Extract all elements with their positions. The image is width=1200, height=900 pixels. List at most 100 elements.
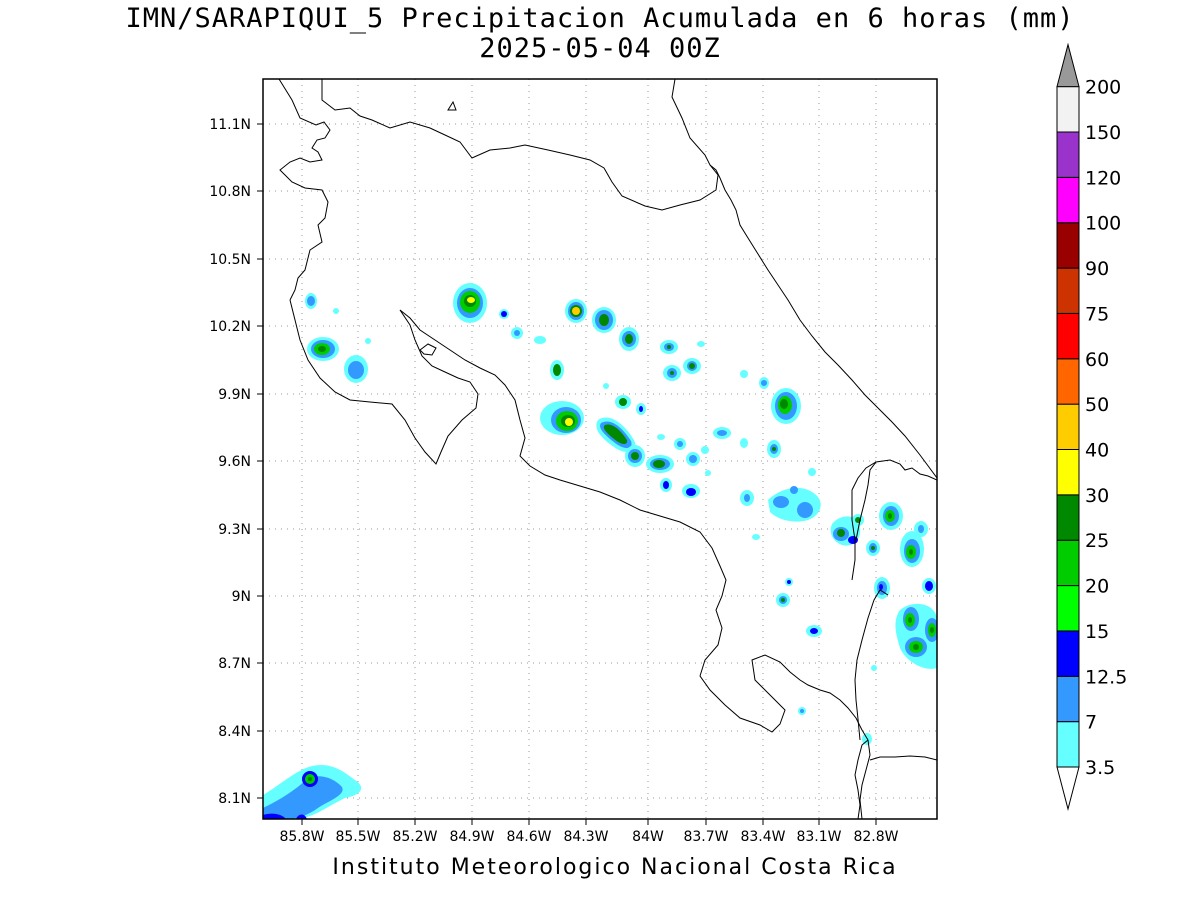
- lat-label: 9N: [232, 589, 251, 605]
- colorbar-label: 3.5: [1085, 757, 1115, 779]
- colorbar-swatch: [1056, 403, 1080, 450]
- colorbar-label: 150: [1085, 122, 1121, 144]
- precip-cell: [540, 401, 584, 435]
- precip-cell: [636, 403, 646, 415]
- colorbar-swatch: [1056, 721, 1080, 768]
- map-title: IMN/SARAPIQUI_5 Precipitacion Acumulada …: [125, 3, 1075, 34]
- colorbar-label: 200: [1085, 77, 1121, 99]
- colorbar-swatch: [1056, 449, 1080, 496]
- colorbar-swatch: [1056, 312, 1080, 360]
- precip-cell: [767, 440, 781, 458]
- lon-label: 83.7W: [683, 829, 728, 845]
- map-subtitle: 2025-05-04 00Z: [479, 33, 721, 64]
- precip-cell: [697, 341, 705, 347]
- colorbar: 3.5 7 12.5 15 20 25 30 40 50 60 75 90 100 120 150 200: [1056, 42, 1127, 811]
- lon-label: 84.9W: [449, 829, 494, 845]
- colorbar-swatch: [1056, 267, 1080, 314]
- lat-label: 10.2N: [209, 319, 251, 335]
- precip-cell: [759, 377, 769, 389]
- precip-cell: [550, 360, 564, 380]
- lat-label: 10.8N: [209, 184, 251, 200]
- lon-label: 83.4W: [740, 829, 785, 845]
- colorbar-label: 20: [1085, 576, 1109, 598]
- precip-cell: [592, 307, 616, 333]
- colorbar-label: 40: [1085, 440, 1109, 462]
- credit-text: Instituto Meteorologico Nacional Costa R…: [332, 855, 898, 880]
- precip-cell: [625, 445, 645, 467]
- precip-cell: [771, 388, 801, 424]
- precip-cell: [305, 293, 317, 309]
- colorbar-label: 25: [1085, 530, 1109, 552]
- precip-cell: [263, 764, 362, 819]
- lat-label: 9.9N: [218, 387, 251, 403]
- colorbar-swatch: [1056, 176, 1080, 224]
- precip-cell: [798, 707, 806, 715]
- precip-cell: [453, 283, 487, 323]
- lon-label: 84.6W: [506, 829, 551, 845]
- lon-label: 83.1W: [796, 829, 841, 845]
- precip-cell: [768, 486, 821, 522]
- map-frame: [262, 78, 938, 820]
- colorbar-swatch: [1056, 131, 1080, 178]
- precip-cell: [333, 308, 371, 344]
- precip-cell: [660, 478, 672, 492]
- coastline: [278, 79, 937, 819]
- colorbar-label: 7: [1085, 712, 1097, 734]
- colorbar-label: 12.5: [1085, 666, 1127, 688]
- map-frame-bg: [263, 79, 937, 819]
- lat-label: 8.7N: [218, 656, 251, 672]
- precip-cell: [713, 427, 731, 439]
- colorbar-label: 75: [1085, 303, 1109, 325]
- precip-cell: [660, 340, 678, 354]
- precip-cell: [534, 336, 546, 344]
- precip-cell: [895, 603, 937, 669]
- colorbar-upper-arrow: [1056, 42, 1080, 88]
- lon-label: 84.3W: [563, 829, 608, 845]
- precip-cell: [565, 299, 587, 323]
- precip-cell: [307, 337, 339, 361]
- lon-label: 82.8W: [853, 829, 898, 845]
- precip-cell: [686, 452, 700, 466]
- precip-cell: [740, 370, 748, 448]
- precip-cell: [619, 327, 639, 351]
- precip-cell: [683, 358, 701, 374]
- colorbar-label: 90: [1085, 258, 1109, 280]
- colorbar-lower-arrow: [1056, 766, 1080, 811]
- colorbar-swatch: [1056, 86, 1080, 133]
- precip-cell: [852, 514, 864, 526]
- colorbar-swatch: [1056, 630, 1080, 677]
- colorbar-swatch: [1056, 585, 1080, 632]
- lat-label: 8.4N: [218, 724, 251, 740]
- precip-cell: [776, 593, 790, 607]
- lon-label: 85.2W: [392, 829, 437, 845]
- colorbar-label: 50: [1085, 394, 1109, 416]
- lat-label: 11.1N: [209, 117, 251, 133]
- precip-cell: [866, 540, 880, 556]
- colorbar-swatch: [1056, 539, 1080, 587]
- precip-cell: [499, 309, 509, 319]
- precip-cell: [740, 490, 754, 506]
- precip-cell: [511, 327, 523, 339]
- precip-cell: [603, 383, 711, 476]
- colorbar-label: 15: [1085, 621, 1109, 643]
- precip-cell: [646, 455, 674, 473]
- lat-label: 10.5N: [209, 252, 251, 268]
- colorbar-swatch: [1056, 358, 1080, 405]
- colorbar-swatch: [1056, 675, 1080, 723]
- precip-cell: [879, 502, 903, 530]
- lat-label: 9.6N: [218, 454, 251, 470]
- precip-cell: [922, 578, 936, 594]
- lat-labels: 11.1N 10.8N 10.5N 10.2N 9.9N 9.6N 9.3N 9…: [209, 117, 251, 807]
- precip-cell: [615, 395, 631, 409]
- lat-label: 8.1N: [218, 791, 251, 807]
- colorbar-swatch: [1056, 494, 1080, 541]
- precip-cell: [674, 438, 686, 450]
- precip-cell: [900, 531, 924, 567]
- colorbar-label: 120: [1085, 167, 1121, 189]
- lat-label: 9.3N: [218, 522, 251, 538]
- lon-label: 84W: [632, 829, 664, 845]
- map-grid: [263, 79, 937, 819]
- axis-ticks: [257, 123, 877, 825]
- precip-cell: [806, 625, 822, 637]
- precip-cell: [914, 521, 928, 537]
